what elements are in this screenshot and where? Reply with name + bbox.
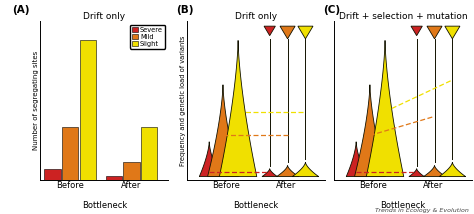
Text: Bottleneck: Bottleneck: [233, 201, 279, 210]
Text: (A): (A): [12, 6, 30, 15]
Bar: [123, 162, 140, 180]
Text: (C): (C): [323, 6, 340, 15]
Polygon shape: [219, 40, 257, 177]
Polygon shape: [292, 162, 319, 177]
Polygon shape: [366, 40, 404, 177]
Legend: Severe, Mild, Slight: Severe, Mild, Slight: [130, 25, 165, 49]
Title: Drift only: Drift only: [83, 12, 125, 21]
Text: Bottleneck: Bottleneck: [82, 201, 127, 210]
Text: Bottleneck: Bottleneck: [380, 201, 426, 210]
Text: (B): (B): [176, 6, 194, 15]
Polygon shape: [411, 26, 422, 36]
Y-axis label: Frequency and genetic load of variants: Frequency and genetic load of variants: [180, 35, 186, 166]
Polygon shape: [423, 165, 446, 177]
Polygon shape: [200, 142, 219, 177]
Title: Drift only: Drift only: [235, 12, 277, 21]
Polygon shape: [277, 165, 299, 177]
Polygon shape: [346, 142, 366, 177]
Bar: [106, 176, 122, 180]
Polygon shape: [355, 85, 385, 177]
Title: Drift + selection + mutation: Drift + selection + mutation: [338, 12, 467, 21]
Polygon shape: [298, 26, 313, 39]
Polygon shape: [208, 85, 238, 177]
Polygon shape: [264, 26, 275, 36]
Bar: [45, 169, 61, 180]
Polygon shape: [439, 162, 465, 177]
Polygon shape: [427, 26, 442, 39]
Polygon shape: [262, 169, 277, 177]
Polygon shape: [409, 169, 424, 177]
Bar: [62, 126, 78, 180]
Bar: [141, 126, 157, 180]
Polygon shape: [280, 26, 295, 39]
Polygon shape: [445, 26, 460, 39]
Y-axis label: Number of segregating sites: Number of segregating sites: [33, 51, 39, 150]
Bar: [80, 40, 96, 180]
Text: Trends in Ecology & Evolution: Trends in Ecology & Evolution: [375, 208, 469, 213]
